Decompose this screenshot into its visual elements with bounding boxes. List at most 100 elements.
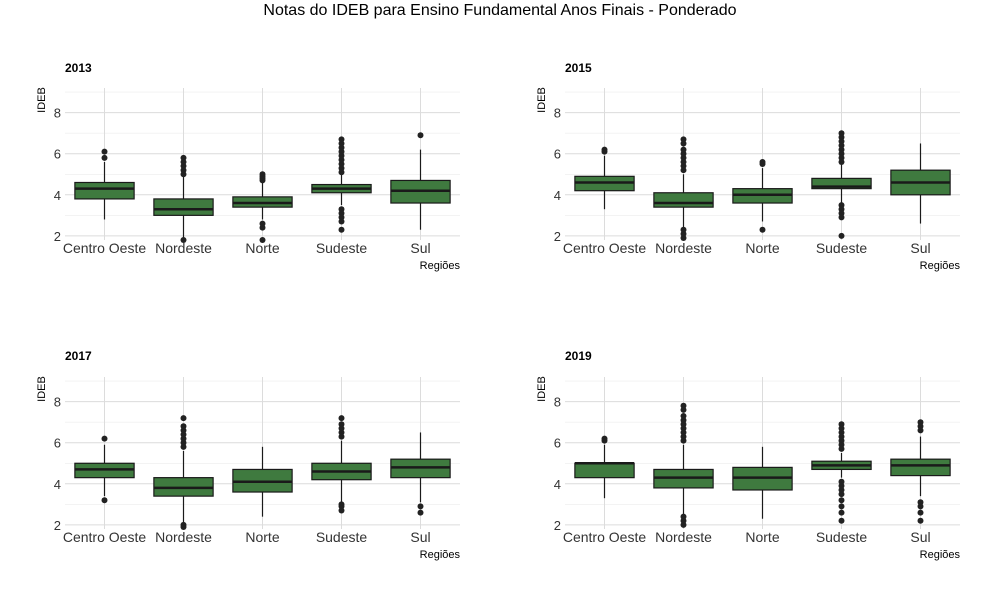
box-norte xyxy=(732,158,793,233)
x-tick-label: Sul xyxy=(410,529,430,545)
y-tick-label: 2 xyxy=(54,229,61,244)
box-sudeste xyxy=(311,415,372,514)
x-axis-label: Regiões xyxy=(420,549,461,561)
box-iqr xyxy=(890,458,951,477)
y-tick-label: 4 xyxy=(54,188,61,203)
panel-title: 2013 xyxy=(65,61,92,75)
outlier-point xyxy=(759,226,766,233)
y-tick-label: 6 xyxy=(554,147,561,162)
outlier-point xyxy=(338,152,345,159)
outlier-point xyxy=(680,429,687,436)
x-tick-label: Nordeste xyxy=(155,240,212,256)
outlier-point xyxy=(680,402,687,409)
x-tick-label: Nordeste xyxy=(155,529,212,545)
outlier-point xyxy=(338,144,345,151)
outlier-point xyxy=(259,224,266,231)
outlier-point xyxy=(838,425,845,432)
outlier-point xyxy=(680,167,687,174)
outlier-point xyxy=(338,156,345,163)
outlier-point xyxy=(338,214,345,221)
box-sul xyxy=(890,419,951,524)
y-tick-label: 2 xyxy=(54,518,61,533)
outlier-point xyxy=(180,415,187,422)
outlier-point xyxy=(680,158,687,165)
outlier-point xyxy=(680,437,687,444)
outlier-point xyxy=(180,158,187,165)
x-tick-label: Nordeste xyxy=(655,240,712,256)
y-axis-label: IDEB xyxy=(536,87,548,113)
outlier-point xyxy=(680,413,687,420)
outlier-point xyxy=(917,423,924,430)
box-centro-oeste xyxy=(74,148,135,220)
x-tick-label: Centro Oeste xyxy=(563,240,646,256)
x-tick-label: Norte xyxy=(745,529,779,545)
box-iqr xyxy=(574,462,635,479)
outlier-point xyxy=(180,521,187,528)
outlier-point xyxy=(838,437,845,444)
x-tick-label: Sul xyxy=(910,529,930,545)
outlier-point xyxy=(101,148,108,155)
outlier-point xyxy=(759,158,766,165)
outlier-point xyxy=(417,509,424,516)
y-tick-label: 2 xyxy=(554,518,561,533)
y-axis-label: IDEB xyxy=(536,376,548,402)
outlier-point xyxy=(838,429,845,436)
x-axis-label: Regiões xyxy=(420,260,461,272)
y-tick-label: 6 xyxy=(54,436,61,451)
y-tick-label: 8 xyxy=(554,106,561,121)
box-centro-oeste xyxy=(574,435,635,499)
outlier-point xyxy=(838,232,845,239)
outlier-point xyxy=(838,421,845,428)
outlier-point xyxy=(180,163,187,170)
outlier-point xyxy=(680,521,687,528)
outlier-point xyxy=(680,406,687,413)
outlier-point xyxy=(838,503,845,510)
outlier-point xyxy=(838,517,845,524)
y-tick-label: 6 xyxy=(54,147,61,162)
box-norte xyxy=(232,446,293,517)
outlier-point xyxy=(338,165,345,172)
outlier-point xyxy=(680,136,687,143)
outlier-point xyxy=(180,431,187,438)
y-tick-label: 8 xyxy=(54,395,61,410)
outlier-point xyxy=(338,226,345,233)
outlier-point xyxy=(838,482,845,489)
outlier-point xyxy=(838,142,845,149)
box-nordeste xyxy=(653,402,714,528)
outlier-point xyxy=(838,154,845,161)
outlier-point xyxy=(417,503,424,510)
outlier-point xyxy=(101,435,108,442)
outlier-point xyxy=(680,163,687,170)
outlier-point xyxy=(838,509,845,516)
panel-2015: 2 4 6 8 Centro Oeste Nordeste Norte Sudeste Sul 2… xyxy=(536,61,960,272)
outlier-point xyxy=(180,427,187,434)
outlier-point xyxy=(101,497,108,504)
box-norte xyxy=(732,446,793,519)
outlier-point xyxy=(917,427,924,434)
outlier-point xyxy=(838,134,845,141)
outlier-point xyxy=(917,419,924,426)
outlier-point xyxy=(180,439,187,446)
outlier-point xyxy=(680,146,687,153)
box-iqr xyxy=(74,181,135,200)
outlier-point xyxy=(917,503,924,510)
outlier-point xyxy=(180,171,187,178)
box-sudeste xyxy=(811,421,872,524)
outlier-point xyxy=(338,415,345,422)
outlier-point xyxy=(838,433,845,440)
box-sul xyxy=(890,143,951,224)
box-sul xyxy=(390,432,451,516)
outlier-point xyxy=(680,140,687,147)
y-tick-label: 2 xyxy=(554,229,561,244)
outlier-point xyxy=(680,421,687,428)
outlier-point xyxy=(180,443,187,450)
box-nordeste xyxy=(653,136,714,241)
outlier-point xyxy=(180,154,187,161)
outlier-point xyxy=(338,161,345,167)
outlier-point xyxy=(838,206,845,213)
outlier-point xyxy=(680,154,687,161)
outlier-point xyxy=(917,499,924,506)
outlier-point xyxy=(338,433,345,440)
outlier-point xyxy=(838,150,845,157)
outlier-point xyxy=(338,429,345,436)
